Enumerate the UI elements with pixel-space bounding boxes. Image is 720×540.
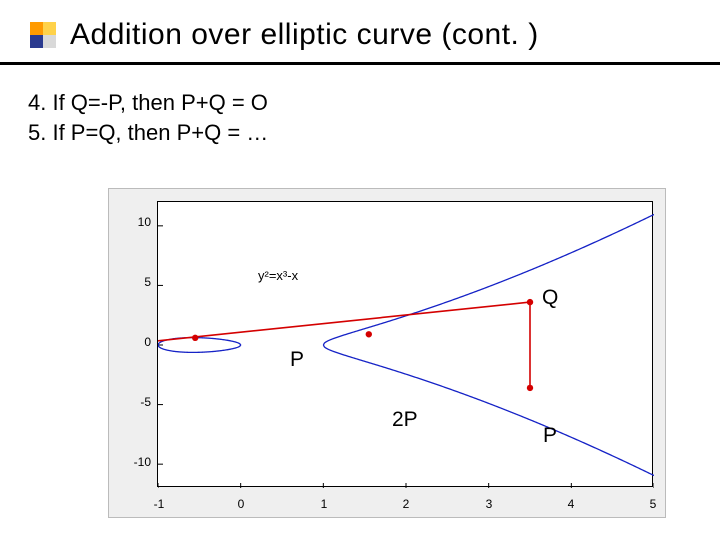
- label-P-right: P: [543, 424, 557, 448]
- slide-bullet-icon: [30, 22, 56, 48]
- x-tick-label: 4: [561, 497, 581, 511]
- x-tick-label: 0: [231, 497, 251, 511]
- text-line-1: 4. If Q=-P, then P+Q = O: [28, 88, 720, 118]
- y-tick-label: 5: [119, 275, 151, 289]
- title-underline: [0, 62, 720, 65]
- label-Q: Q: [542, 286, 558, 310]
- elliptic-curve-chart: [158, 202, 654, 488]
- plot-area: y²=x³-x: [157, 201, 653, 487]
- slide-title: Addition over elliptic curve (cont. ): [70, 18, 539, 52]
- x-tick-label: 1: [314, 497, 334, 511]
- text-line-2: 5. If P=Q, then P+Q = …: [28, 118, 720, 148]
- y-tick-label: 0: [119, 335, 151, 349]
- y-tick-label: 10: [119, 215, 151, 229]
- y-tick-label: -5: [119, 395, 151, 409]
- equation-label: y²=x³-x: [258, 268, 298, 283]
- x-tick-label: 3: [479, 497, 499, 511]
- label-P-left: P: [290, 348, 304, 372]
- x-tick-label: -1: [149, 497, 169, 511]
- y-tick-label: -10: [119, 455, 151, 469]
- x-tick-label: 5: [643, 497, 663, 511]
- title-area: Addition over elliptic curve (cont. ): [0, 0, 720, 60]
- label-2P: 2P: [392, 408, 418, 432]
- chart-container: y²=x³-x 10 5 0 -5 -10 -1 0 1 2 3 4 5: [108, 188, 666, 518]
- body-text: 4. If Q=-P, then P+Q = O 5. If P=Q, then…: [0, 60, 720, 147]
- x-tick-label: 2: [396, 497, 416, 511]
